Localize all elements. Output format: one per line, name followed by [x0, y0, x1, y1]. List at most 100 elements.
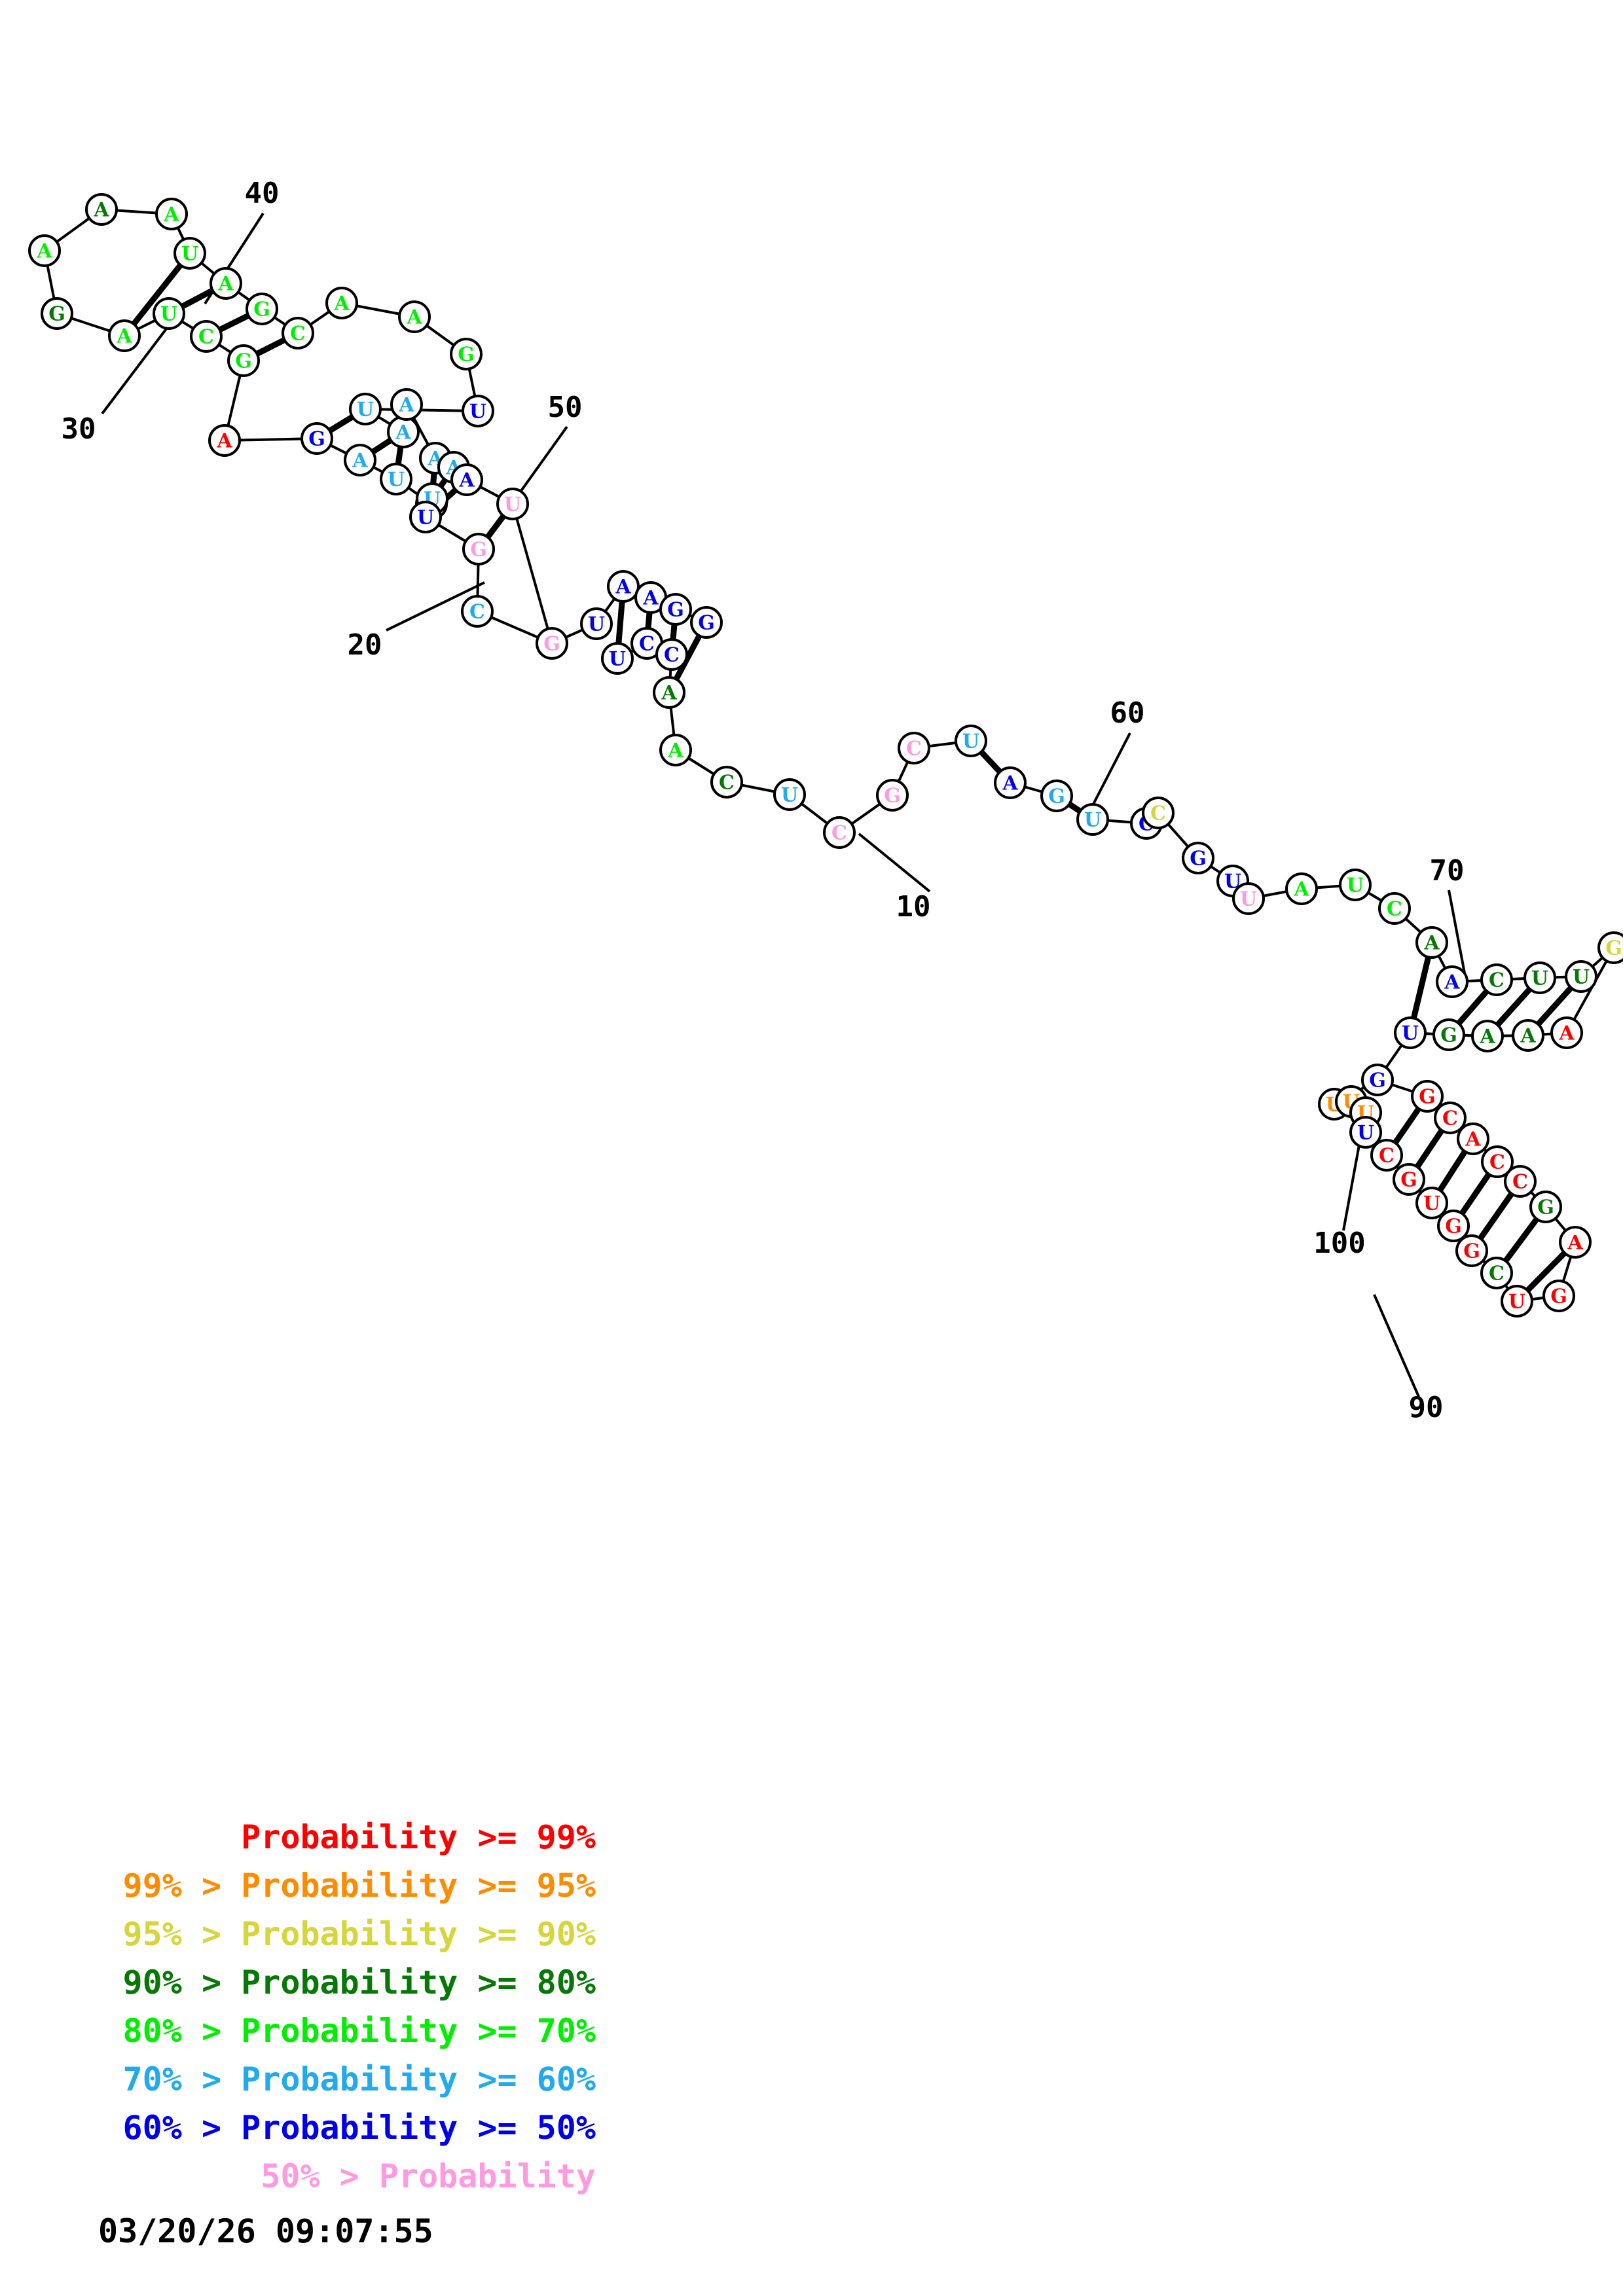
- base-node[interactable]: U: [462, 395, 494, 427]
- base-letter: C: [1150, 802, 1166, 825]
- base-node[interactable]: G: [1393, 1163, 1425, 1196]
- legend-row: 50% > Probability: [261, 2157, 596, 2195]
- base-node[interactable]: U: [1349, 1116, 1382, 1149]
- base-node[interactable]: U: [173, 237, 206, 270]
- base-node[interactable]: A: [325, 287, 358, 319]
- base-node[interactable]: A: [1471, 1020, 1504, 1052]
- base-node[interactable]: C: [1434, 1102, 1467, 1134]
- base-circle: [876, 779, 909, 812]
- base-node[interactable]: A: [1457, 1122, 1489, 1155]
- base-node[interactable]: C: [1142, 797, 1175, 829]
- base-node[interactable]: A: [634, 581, 667, 614]
- base-node[interactable]: G: [1437, 1210, 1470, 1242]
- base-node[interactable]: A: [208, 424, 241, 457]
- base-node[interactable]: C: [461, 595, 494, 628]
- base-node[interactable]: G: [227, 344, 260, 377]
- base-node[interactable]: G: [1432, 1018, 1465, 1051]
- base-node[interactable]: G: [450, 338, 483, 370]
- base-node[interactable]: G: [1361, 1064, 1394, 1096]
- base-node[interactable]: G: [659, 593, 692, 626]
- base-node[interactable]: C: [655, 638, 688, 671]
- base-node[interactable]: U: [580, 607, 613, 640]
- base-circle: [690, 606, 723, 639]
- base-node[interactable]: A: [1559, 1226, 1592, 1259]
- base-node[interactable]: G: [462, 533, 495, 565]
- base-letter: U: [781, 784, 798, 807]
- base-node[interactable]: A: [210, 267, 242, 300]
- base-node[interactable]: U: [601, 642, 634, 675]
- base-node[interactable]: A: [659, 734, 692, 766]
- base-node[interactable]: U: [1565, 960, 1597, 993]
- base-node[interactable]: C: [630, 627, 663, 660]
- base-node[interactable]: U: [1501, 1285, 1533, 1318]
- base-node[interactable]: A: [1415, 926, 1448, 959]
- base-node[interactable]: C: [1370, 1139, 1403, 1172]
- base-node[interactable]: A: [85, 193, 118, 226]
- base-letter: A: [36, 240, 52, 263]
- base-node[interactable]: A: [390, 388, 423, 421]
- base-node[interactable]: U: [380, 463, 412, 495]
- base-node[interactable]: G: [1597, 931, 1623, 964]
- base-node[interactable]: G: [246, 293, 278, 325]
- base-node[interactable]: U: [1076, 803, 1109, 836]
- base-node[interactable]: U: [1394, 1016, 1427, 1049]
- base-node[interactable]: A: [1512, 1019, 1544, 1052]
- base-node[interactable]: G: [1455, 1234, 1488, 1267]
- base-circle: [1434, 1102, 1467, 1134]
- base-node[interactable]: A: [344, 444, 376, 476]
- base-letter: C: [1489, 1151, 1505, 1174]
- base-node[interactable]: G: [1182, 842, 1214, 874]
- base-node[interactable]: A: [994, 766, 1027, 799]
- base-circle: [1415, 1187, 1448, 1219]
- base-node[interactable]: A: [1285, 872, 1318, 905]
- base-node[interactable]: A: [108, 319, 141, 352]
- base-node[interactable]: A: [1436, 965, 1468, 998]
- base-node[interactable]: U: [349, 393, 382, 425]
- base-node[interactable]: A: [28, 234, 61, 267]
- base-node[interactable]: C: [1480, 963, 1513, 996]
- base-circle: [462, 533, 495, 565]
- base-node[interactable]: U: [153, 297, 185, 330]
- base-node[interactable]: A: [1550, 1016, 1583, 1049]
- base-node[interactable]: G: [301, 422, 333, 455]
- base-letter: G: [1463, 1240, 1480, 1263]
- base-node[interactable]: G: [536, 627, 568, 660]
- base-letter: G: [48, 303, 65, 326]
- position-leader-line: [1085, 732, 1131, 817]
- base-node[interactable]: U: [409, 501, 442, 533]
- base-letter: A: [333, 293, 350, 315]
- base-letter: G: [1440, 1024, 1457, 1047]
- base-node[interactable]: U: [1232, 882, 1265, 915]
- base-node[interactable]: G: [1040, 780, 1073, 812]
- base-node[interactable]: U: [1415, 1187, 1448, 1219]
- base-node[interactable]: A: [607, 570, 640, 603]
- base-node[interactable]: C: [282, 317, 314, 350]
- base-node[interactable]: A: [398, 300, 431, 333]
- base-node[interactable]: A: [387, 416, 420, 448]
- base-node[interactable]: U: [773, 778, 806, 811]
- base-node[interactable]: A: [155, 198, 188, 230]
- base-node[interactable]: C: [1378, 892, 1411, 925]
- base-node[interactable]: G: [876, 779, 909, 812]
- base-node[interactable]: G: [1411, 1080, 1444, 1113]
- position-leader-line: [386, 581, 485, 632]
- base-node[interactable]: A: [653, 676, 685, 709]
- base-node[interactable]: C: [190, 320, 223, 353]
- base-node[interactable]: C: [1480, 1257, 1513, 1289]
- base-node[interactable]: G: [1542, 1280, 1575, 1312]
- base-circle: [1285, 872, 1318, 905]
- base-node[interactable]: C: [710, 766, 743, 798]
- base-node[interactable]: C: [1504, 1165, 1537, 1198]
- base-circle: [450, 463, 483, 496]
- base-node[interactable]: U: [496, 488, 529, 520]
- base-node[interactable]: C: [898, 732, 930, 764]
- base-node[interactable]: U: [1339, 869, 1372, 901]
- base-node[interactable]: C: [1481, 1145, 1514, 1178]
- base-node[interactable]: U: [955, 725, 987, 757]
- base-node[interactable]: G: [690, 606, 723, 639]
- base-node[interactable]: A: [450, 463, 483, 496]
- base-node[interactable]: U: [1523, 961, 1556, 994]
- base-node[interactable]: C: [823, 816, 856, 849]
- base-node[interactable]: G: [1529, 1191, 1562, 1223]
- base-node[interactable]: G: [41, 297, 73, 330]
